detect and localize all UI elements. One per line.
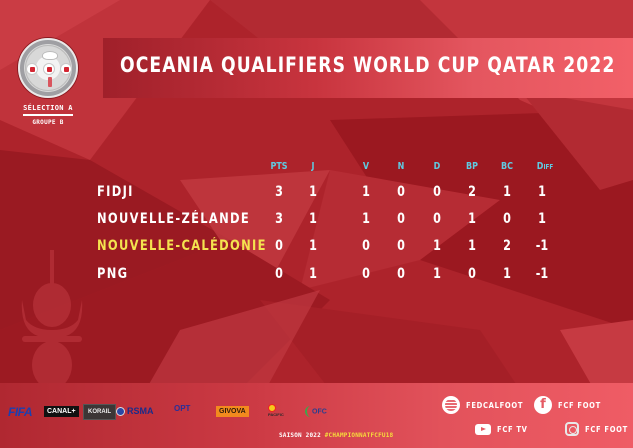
sponsor-pacific-logo: PACIFIC [268, 404, 284, 417]
hashtag: #CHAMPIONNATFCFU18 [324, 432, 394, 439]
team-name: NOUVELLE-ZÉLANDE [97, 211, 250, 227]
ofc-arc-icon [305, 406, 311, 417]
youtube-icon [475, 424, 491, 435]
social-youtube[interactable]: FCF TV [475, 424, 533, 435]
cell-n: 0 [397, 211, 405, 227]
cell-j: 1 [309, 184, 317, 200]
social-label: FCF FOOT [585, 424, 628, 434]
team-name: NOUVELLE-CALÉDONIE [97, 238, 267, 254]
cell-v: 0 [362, 266, 370, 282]
selection-label: SÉLECTION A [23, 104, 73, 112]
table-row: NOUVELLE-ZÉLANDE 3 1 1 0 0 1 0 1 [0, 211, 633, 231]
col-diff: DIFF [537, 161, 553, 172]
logo-letter-f [26, 63, 38, 75]
col-diff-initial: D [536, 161, 544, 172]
cell-d: 1 [433, 238, 441, 254]
cell-bc: 1 [503, 266, 511, 282]
social-label: FCF TV [497, 425, 528, 434]
cell-bc: 1 [503, 184, 511, 200]
cell-j: 1 [309, 211, 317, 227]
logo-letter-f2 [60, 63, 72, 75]
cell-j: 1 [309, 238, 317, 254]
ofc-text: OFC [312, 408, 327, 416]
cell-pts: 3 [275, 211, 283, 227]
cell-v: 1 [362, 211, 370, 227]
cell-j: 1 [309, 266, 317, 282]
cell-diff: 1 [538, 184, 546, 200]
col-pts: PTS [270, 161, 288, 172]
cell-n: 0 [397, 238, 405, 254]
season-label: SAISON 2022 [279, 432, 321, 439]
col-bp: BP [466, 161, 478, 172]
table-row: FIDJI 3 1 1 0 0 2 1 1 [0, 184, 633, 204]
cell-bp: 0 [468, 266, 476, 282]
sponsor-fifa-logo: FIFA [8, 405, 33, 419]
torch-icon [48, 77, 52, 87]
sponsor-opt-logo: OPT [174, 404, 191, 413]
rsma-badge-icon [116, 407, 125, 417]
cell-n: 0 [397, 266, 405, 282]
social-instagram[interactable]: FCF FOOT [565, 422, 633, 436]
facebook-icon [534, 396, 552, 414]
col-v: V [362, 161, 370, 172]
cell-d: 0 [433, 184, 441, 200]
cell-v: 0 [362, 238, 370, 254]
cell-bp: 1 [468, 238, 476, 254]
fcf-logo [18, 38, 78, 98]
col-d: D [433, 161, 441, 172]
football-icon [42, 51, 58, 60]
season-line: SAISON 2022 #CHAMPIONNATFCFU18 [279, 432, 393, 439]
cell-d: 1 [433, 266, 441, 282]
col-n: N [397, 161, 405, 172]
pacific-text: PACIFIC [268, 412, 284, 417]
sponsor-givova-logo: GIVOVA [216, 406, 249, 417]
cell-pts: 0 [275, 238, 283, 254]
social-website[interactable]: FEDCALFOOT [442, 396, 533, 414]
sponsor-canal-logo: CANAL+ [44, 406, 79, 417]
page-title: OCEANIA QUALIFIERS WORLD CUP QATAR 2022 [120, 53, 616, 77]
cell-bp: 2 [468, 184, 476, 200]
cell-diff: -1 [535, 266, 549, 282]
instagram-icon [565, 422, 579, 436]
rsma-text: RSMA [127, 406, 154, 416]
cell-n: 0 [397, 184, 405, 200]
sponsor-rsma-logo: RSMA [116, 406, 154, 417]
globe-icon [442, 396, 460, 414]
table-row-highlighted: NOUVELLE-CALÉDONIE 0 1 0 0 1 1 2 -1 [0, 238, 633, 258]
cell-bc: 2 [503, 238, 511, 254]
social-label: FEDCALFOOT [466, 400, 524, 410]
cell-v: 1 [362, 184, 370, 200]
col-j: J [311, 161, 315, 172]
cell-diff: -1 [535, 238, 549, 254]
title-banner: OCEANIA QUALIFIERS WORLD CUP QATAR 2022 [103, 38, 633, 98]
social-label: FCF FOOT [558, 400, 601, 410]
social-facebook[interactable]: FCF FOOT [534, 396, 609, 414]
team-name: FIDJI [97, 184, 134, 200]
cell-diff: 1 [538, 211, 546, 227]
team-name: PNG [97, 266, 129, 282]
group-label: GROUPE B [32, 119, 64, 126]
sponsor-ofc-logo: OFC [305, 406, 327, 417]
table-row: PNG 0 1 0 0 1 0 1 -1 [0, 266, 633, 286]
col-diff-rest: IFF [543, 163, 554, 171]
cell-pts: 0 [275, 266, 283, 282]
cell-bp: 1 [468, 211, 476, 227]
col-bc: BC [501, 161, 513, 172]
logo-letter-c [43, 63, 55, 75]
shell-icon [268, 404, 276, 412]
sponsor-korail-logo: KORAIL [83, 404, 116, 420]
cell-pts: 3 [275, 184, 283, 200]
cell-bc: 0 [503, 211, 511, 227]
divider [23, 114, 73, 116]
cell-d: 0 [433, 211, 441, 227]
